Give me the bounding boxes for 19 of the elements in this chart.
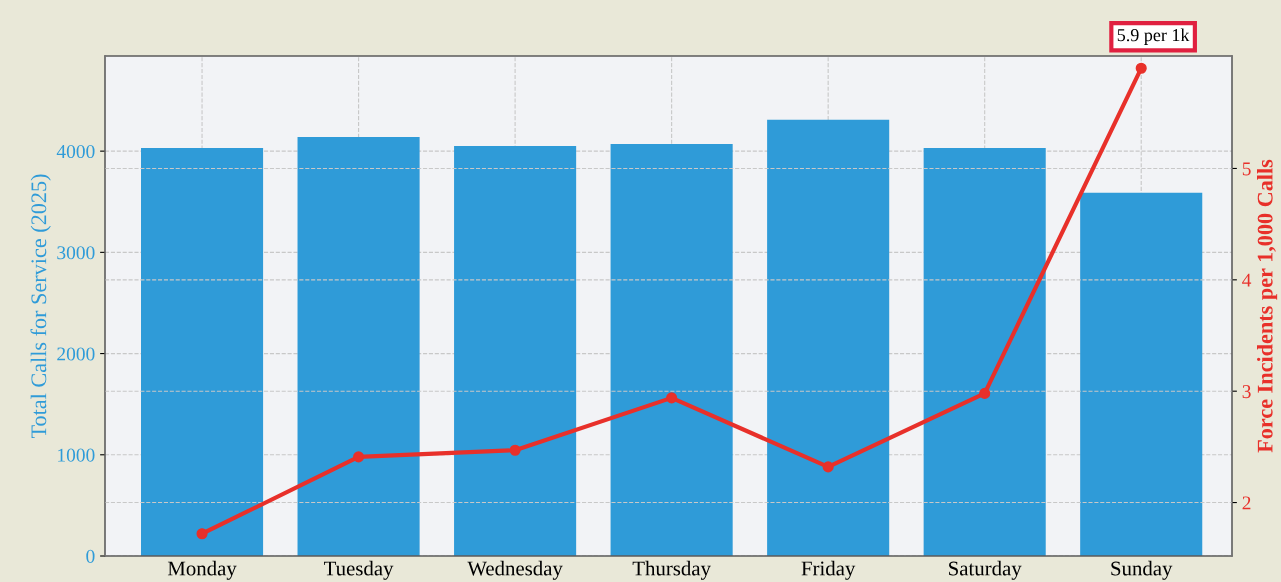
x-tick-label: Wednesday <box>467 560 563 580</box>
x-tick-label: Thursday <box>632 560 711 580</box>
x-tick-label: Friday <box>801 560 856 580</box>
y-tick-label: 0 <box>86 549 95 563</box>
x-tick-label: Tuesday <box>324 560 394 580</box>
x-tick-label: Monday <box>167 560 237 580</box>
y-axis-title: Total Calls for Service (2025) <box>30 174 51 439</box>
y2-axis-title: Force Incidents per 1,000 Calls <box>1257 159 1278 453</box>
x-tick-label: Sunday <box>1111 560 1173 580</box>
y2-tick-label: 2 <box>1242 496 1251 510</box>
y-tick-label: 1000 <box>58 448 95 462</box>
y-tick-label: 3000 <box>57 246 95 260</box>
y2-tick-label: 5 <box>1242 162 1251 176</box>
y-tick-label: 4000 <box>56 144 95 159</box>
y2-tick-label: 3 <box>1242 385 1251 399</box>
y-tick-label: 2000 <box>57 347 95 361</box>
x-tick-label: Saturday <box>949 560 1022 580</box>
text: 5.9 per 1k <box>1117 28 1190 45</box>
y2-tick-label: 4 <box>1242 273 1252 287</box>
